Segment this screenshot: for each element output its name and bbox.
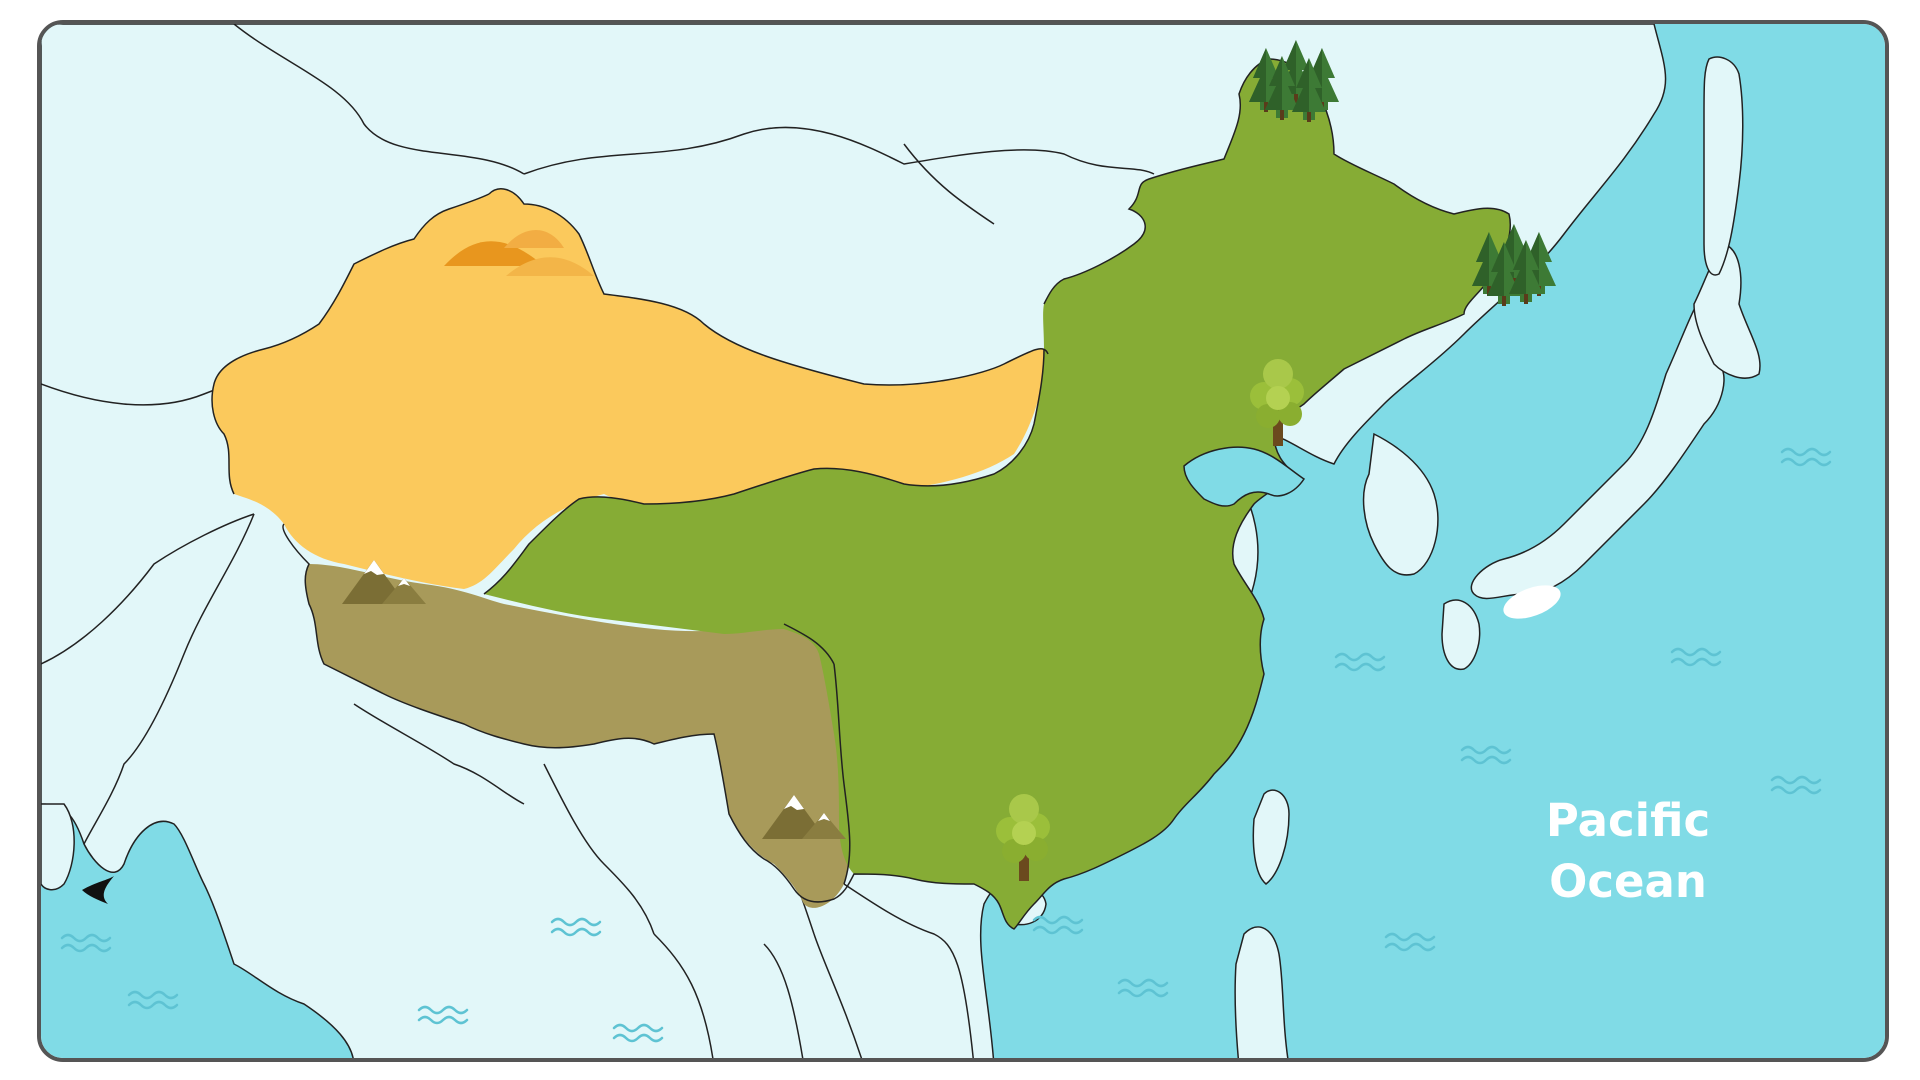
bohai-gulf <box>1183 446 1306 507</box>
ocean-label: Pacific <box>1546 794 1710 847</box>
island-luzon <box>1234 926 1289 1058</box>
map-frame: Pacific Ocean <box>37 20 1889 1062</box>
peninsula-korea <box>1362 432 1439 576</box>
island-sakhalin <box>1703 56 1744 276</box>
gulf-marker <box>82 876 114 904</box>
island-taiwan <box>1252 789 1290 885</box>
region-plateau <box>305 564 850 908</box>
island-sri-lanka <box>41 803 75 891</box>
region-lowland <box>484 59 1511 929</box>
map-canvas: Pacific Ocean <box>41 24 1885 1058</box>
lake-biwa <box>1503 585 1561 619</box>
island-kyushu <box>1441 599 1481 670</box>
ocean-label: Ocean <box>1549 855 1707 908</box>
dune-icon <box>444 230 594 276</box>
